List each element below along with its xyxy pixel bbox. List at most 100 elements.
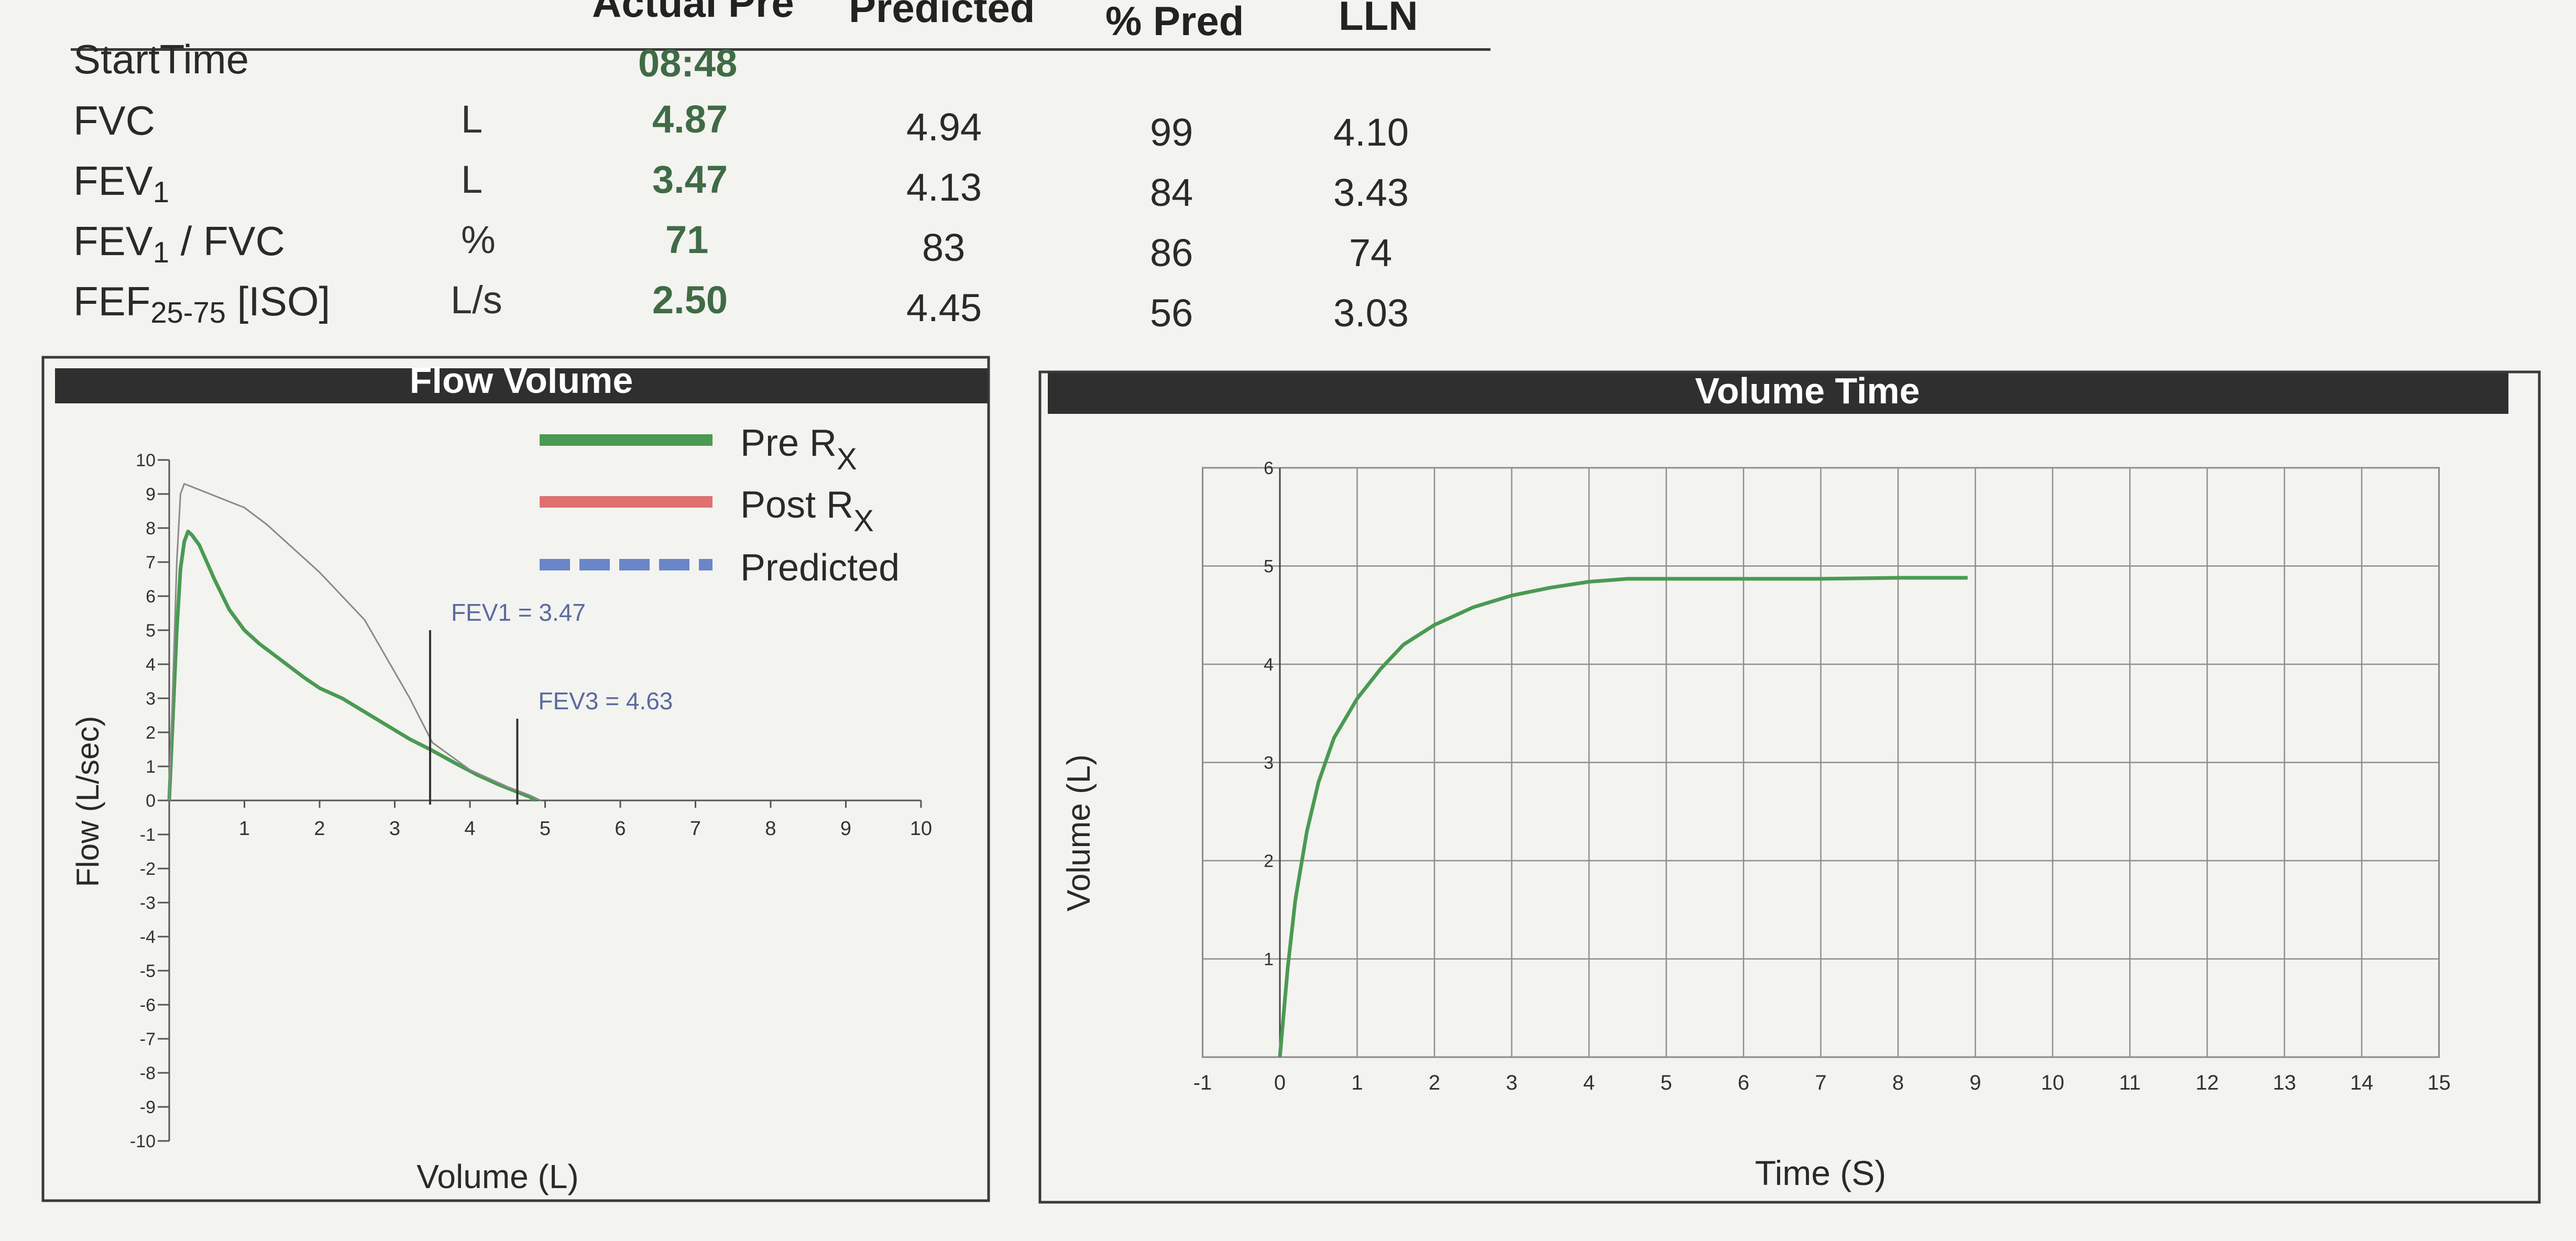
pre-volume-line bbox=[1278, 576, 1968, 1058]
row-label: FEV1 bbox=[73, 157, 169, 209]
volume-x-tick-label: 14 bbox=[2350, 1071, 2374, 1094]
flow-y-tick-label: -8 bbox=[140, 1063, 156, 1083]
row-predicted: 4.13 bbox=[906, 166, 982, 209]
volume-x-tick-label: 4 bbox=[1583, 1071, 1595, 1094]
volume-time-title: Volume Time bbox=[1695, 370, 1920, 411]
volume-y-tick-label: 4 bbox=[1264, 655, 1274, 675]
fev-marker-label: FEV1 = 3.47 bbox=[451, 599, 586, 626]
flow-volume-title: Flow Volume bbox=[410, 360, 633, 401]
start-time-value: 08:48 bbox=[638, 41, 738, 85]
row-pct-pred: 86 bbox=[1150, 231, 1193, 274]
volume-x-tick-label: 15 bbox=[2427, 1071, 2451, 1094]
row-predicted: 4.45 bbox=[906, 286, 982, 330]
flow-x-tick-label: 3 bbox=[389, 818, 400, 840]
row-unit: L bbox=[461, 97, 483, 141]
volume-y-tick-label: 2 bbox=[1264, 851, 1274, 871]
flow-y-tick-label: -2 bbox=[140, 859, 156, 879]
start-time-label: StartTime bbox=[73, 36, 249, 82]
legend-entry: Post RX bbox=[740, 484, 874, 538]
row-predicted: 4.94 bbox=[906, 105, 982, 149]
row-actual-pre: 71 bbox=[665, 218, 709, 261]
row-label-sub: 1 bbox=[152, 175, 169, 209]
legend-entry-sub: X bbox=[853, 504, 874, 538]
flow-x-tick-label: 4 bbox=[464, 818, 475, 840]
row-label-main: FEF bbox=[73, 278, 151, 324]
row-label-main: FEV bbox=[73, 158, 153, 204]
volume-y-tick-label: 5 bbox=[1264, 557, 1274, 577]
row-lln: 4.10 bbox=[1333, 111, 1409, 154]
volume-x-tick-label: 5 bbox=[1660, 1071, 1672, 1094]
row-pct-pred: 56 bbox=[1150, 291, 1193, 335]
volume-x-tick-label: 0 bbox=[1274, 1071, 1286, 1094]
row-actual-pre: 3.47 bbox=[652, 158, 728, 201]
flow-volume-frame bbox=[41, 356, 990, 1202]
table-header-rule bbox=[71, 48, 1490, 51]
volume-time-panel: Volume Time bbox=[1038, 370, 2541, 1204]
flow-y-tick-label: -3 bbox=[140, 893, 156, 913]
volume-x-tick-label: -1 bbox=[1193, 1071, 1212, 1094]
row-label-sub: 1 bbox=[152, 236, 169, 269]
flow-y-tick-label: 5 bbox=[146, 621, 156, 641]
flow-y-tick-label: 6 bbox=[146, 587, 156, 607]
row-label-sub: 25-75 bbox=[150, 296, 226, 330]
legend-entry-sub: X bbox=[837, 442, 857, 476]
row-lln: 3.43 bbox=[1333, 171, 1409, 214]
header-lln: LLN bbox=[1339, 0, 1418, 39]
flow-y-tick-label: -5 bbox=[140, 961, 156, 981]
legend-entry-name: Post R bbox=[740, 484, 853, 526]
row-actual-pre: 2.50 bbox=[652, 278, 728, 322]
flow-volume-panel: Flow Volume bbox=[41, 356, 990, 1202]
row-label-main: FEV bbox=[73, 218, 153, 264]
flow-y-tick-label: -6 bbox=[140, 995, 156, 1015]
flow-x-tick-label: 7 bbox=[690, 818, 701, 840]
volume-y-tick-label: 1 bbox=[1264, 950, 1274, 970]
flow-y-tick-label: 9 bbox=[146, 485, 156, 504]
row-label: FEF25-75 [ISO] bbox=[73, 278, 330, 327]
row-label-rest: / FVC bbox=[169, 218, 285, 264]
flow-y-tick-label: 0 bbox=[146, 791, 156, 811]
flow-y-tick-label: -4 bbox=[140, 927, 156, 947]
row-label: FVC bbox=[73, 97, 155, 145]
flow-y-tick-label: 4 bbox=[146, 655, 156, 675]
row-lln: 3.03 bbox=[1333, 291, 1409, 335]
flow-x-tick-label: 6 bbox=[615, 818, 626, 840]
flow-x-tick-label: 5 bbox=[540, 818, 551, 840]
header-pct-pred: % Pred bbox=[1105, 0, 1244, 44]
volume-x-tick-label: 7 bbox=[1815, 1071, 1826, 1094]
row-unit: L bbox=[461, 158, 483, 201]
volume-x-tick-label: 2 bbox=[1429, 1071, 1440, 1094]
volume-x-tick-label: 12 bbox=[2196, 1071, 2219, 1094]
flow-x-label: Volume (L) bbox=[416, 1158, 578, 1195]
flow-volume-title-bar bbox=[55, 368, 988, 403]
flow-y-tick-label: 2 bbox=[146, 723, 156, 743]
volume-x-tick-label: 1 bbox=[1351, 1071, 1363, 1094]
flow-y-tick-label: 8 bbox=[146, 519, 156, 539]
flow-x-tick-label: 9 bbox=[840, 818, 851, 840]
volume-x-tick-label: 3 bbox=[1506, 1071, 1517, 1094]
pre-flow-line bbox=[167, 530, 536, 802]
volume-x-label: Time (S) bbox=[1755, 1154, 1887, 1192]
legend-entry-name: Pre R bbox=[740, 422, 837, 464]
flow-y-tick-label: -9 bbox=[140, 1097, 156, 1117]
volume-y-label: Volume (L) bbox=[1061, 754, 1097, 911]
flow-y-label: Flow (L/sec) bbox=[70, 716, 105, 887]
row-predicted: 83 bbox=[922, 226, 966, 269]
header-predicted: Predicted bbox=[849, 0, 1035, 31]
flow-x-tick-label: 1 bbox=[239, 818, 250, 840]
legend-entry: Pre RX bbox=[740, 422, 857, 476]
row-actual-pre: 4.87 bbox=[652, 97, 728, 141]
legend-entry: Predicted bbox=[740, 547, 900, 589]
flow-y-tick-label: 10 bbox=[136, 451, 156, 470]
row-lln: 74 bbox=[1349, 231, 1393, 274]
flow-x-tick-label: 10 bbox=[910, 818, 932, 840]
row-pct-pred: 99 bbox=[1150, 111, 1193, 154]
flow-y-tick-label: -1 bbox=[140, 825, 156, 845]
volume-x-tick-label: 10 bbox=[2041, 1071, 2065, 1094]
row-unit: L/s bbox=[451, 278, 502, 322]
predicted-flow-line bbox=[168, 483, 541, 801]
legend-entry-name: Predicted bbox=[740, 547, 900, 589]
volume-x-tick-label: 9 bbox=[1969, 1071, 1981, 1094]
